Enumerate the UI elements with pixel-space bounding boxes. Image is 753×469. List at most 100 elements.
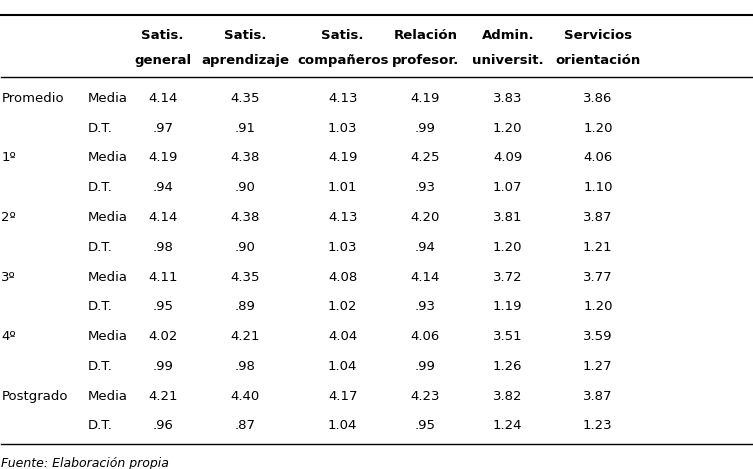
Text: Satis.: Satis. — [224, 29, 267, 42]
Text: 2º: 2º — [2, 211, 16, 224]
Text: .90: .90 — [235, 241, 256, 254]
Text: .93: .93 — [415, 300, 436, 313]
Text: .98: .98 — [152, 241, 173, 254]
Text: general: general — [134, 54, 191, 68]
Text: Satis.: Satis. — [142, 29, 184, 42]
Text: Fuente: Elaboración propia: Fuente: Elaboración propia — [2, 457, 169, 469]
Text: 1.04: 1.04 — [328, 360, 358, 373]
Text: 4.19: 4.19 — [328, 151, 358, 165]
Text: universit.: universit. — [472, 54, 544, 68]
Text: 4.04: 4.04 — [328, 330, 358, 343]
Text: orientación: orientación — [555, 54, 641, 68]
Text: D.T.: D.T. — [87, 300, 112, 313]
Text: 4.20: 4.20 — [410, 211, 440, 224]
Text: 1.10: 1.10 — [583, 181, 613, 194]
Text: 4.14: 4.14 — [410, 271, 440, 283]
Text: .89: .89 — [235, 300, 256, 313]
Text: .93: .93 — [415, 181, 436, 194]
Text: 1.20: 1.20 — [583, 300, 613, 313]
Text: 4.23: 4.23 — [410, 390, 440, 402]
Text: Media: Media — [87, 211, 128, 224]
Text: .96: .96 — [152, 419, 173, 432]
Text: 4.35: 4.35 — [230, 271, 260, 283]
Text: 4.13: 4.13 — [328, 211, 358, 224]
Text: Media: Media — [87, 151, 128, 165]
Text: 1.20: 1.20 — [583, 121, 613, 135]
Text: .94: .94 — [152, 181, 173, 194]
Text: 4.17: 4.17 — [328, 390, 358, 402]
Text: .97: .97 — [152, 121, 173, 135]
Text: D.T.: D.T. — [87, 419, 112, 432]
Text: 4.06: 4.06 — [410, 330, 440, 343]
Text: Admin.: Admin. — [481, 29, 534, 42]
Text: 4.35: 4.35 — [230, 92, 260, 105]
Text: D.T.: D.T. — [87, 121, 112, 135]
Text: .99: .99 — [415, 121, 436, 135]
Text: 4.25: 4.25 — [410, 151, 440, 165]
Text: 1.23: 1.23 — [583, 419, 613, 432]
Text: 1.01: 1.01 — [328, 181, 358, 194]
Text: 3.59: 3.59 — [583, 330, 613, 343]
Text: .90: .90 — [235, 181, 256, 194]
Text: profesor.: profesor. — [392, 54, 459, 68]
Text: 1.02: 1.02 — [328, 300, 358, 313]
Text: .95: .95 — [152, 300, 173, 313]
Text: 3.81: 3.81 — [493, 211, 523, 224]
Text: 3.87: 3.87 — [583, 390, 613, 402]
Text: 3.87: 3.87 — [583, 211, 613, 224]
Text: 1.24: 1.24 — [493, 419, 523, 432]
Text: Media: Media — [87, 271, 128, 283]
Text: 1.04: 1.04 — [328, 419, 358, 432]
Text: .95: .95 — [415, 419, 436, 432]
Text: 4.40: 4.40 — [230, 390, 260, 402]
Text: 3.83: 3.83 — [493, 92, 523, 105]
Text: 4.21: 4.21 — [148, 390, 178, 402]
Text: 3.86: 3.86 — [583, 92, 612, 105]
Text: Postgrado: Postgrado — [2, 390, 68, 402]
Text: 4.09: 4.09 — [493, 151, 523, 165]
Text: 1.26: 1.26 — [493, 360, 523, 373]
Text: 4.19: 4.19 — [410, 92, 440, 105]
Text: 1.20: 1.20 — [493, 241, 523, 254]
Text: 1.20: 1.20 — [493, 121, 523, 135]
Text: 4.06: 4.06 — [583, 151, 612, 165]
Text: .91: .91 — [235, 121, 256, 135]
Text: .99: .99 — [415, 360, 436, 373]
Text: 1.21: 1.21 — [583, 241, 613, 254]
Text: D.T.: D.T. — [87, 181, 112, 194]
Text: 3.77: 3.77 — [583, 271, 613, 283]
Text: 4.21: 4.21 — [230, 330, 260, 343]
Text: 4.14: 4.14 — [148, 211, 178, 224]
Text: 4.11: 4.11 — [148, 271, 178, 283]
Text: 1.27: 1.27 — [583, 360, 613, 373]
Text: D.T.: D.T. — [87, 360, 112, 373]
Text: 4.13: 4.13 — [328, 92, 358, 105]
Text: 1.03: 1.03 — [328, 241, 358, 254]
Text: .98: .98 — [235, 360, 256, 373]
Text: 3.72: 3.72 — [493, 271, 523, 283]
Text: 1º: 1º — [2, 151, 16, 165]
Text: 3.51: 3.51 — [493, 330, 523, 343]
Text: 4º: 4º — [2, 330, 16, 343]
Text: 4.08: 4.08 — [328, 271, 358, 283]
Text: compañeros: compañeros — [297, 54, 389, 68]
Text: 1.03: 1.03 — [328, 121, 358, 135]
Text: 4.38: 4.38 — [230, 151, 260, 165]
Text: 4.02: 4.02 — [148, 330, 178, 343]
Text: Servicios: Servicios — [564, 29, 632, 42]
Text: Relación: Relación — [393, 29, 457, 42]
Text: 1.19: 1.19 — [493, 300, 523, 313]
Text: .87: .87 — [235, 419, 256, 432]
Text: 3º: 3º — [2, 271, 16, 283]
Text: .99: .99 — [152, 360, 173, 373]
Text: Media: Media — [87, 92, 128, 105]
Text: 4.38: 4.38 — [230, 211, 260, 224]
Text: Promedio: Promedio — [2, 92, 64, 105]
Text: 4.19: 4.19 — [148, 151, 178, 165]
Text: aprendizaje: aprendizaje — [201, 54, 289, 68]
Text: D.T.: D.T. — [87, 241, 112, 254]
Text: Satis.: Satis. — [322, 29, 364, 42]
Text: Media: Media — [87, 390, 128, 402]
Text: .94: .94 — [415, 241, 436, 254]
Text: Media: Media — [87, 330, 128, 343]
